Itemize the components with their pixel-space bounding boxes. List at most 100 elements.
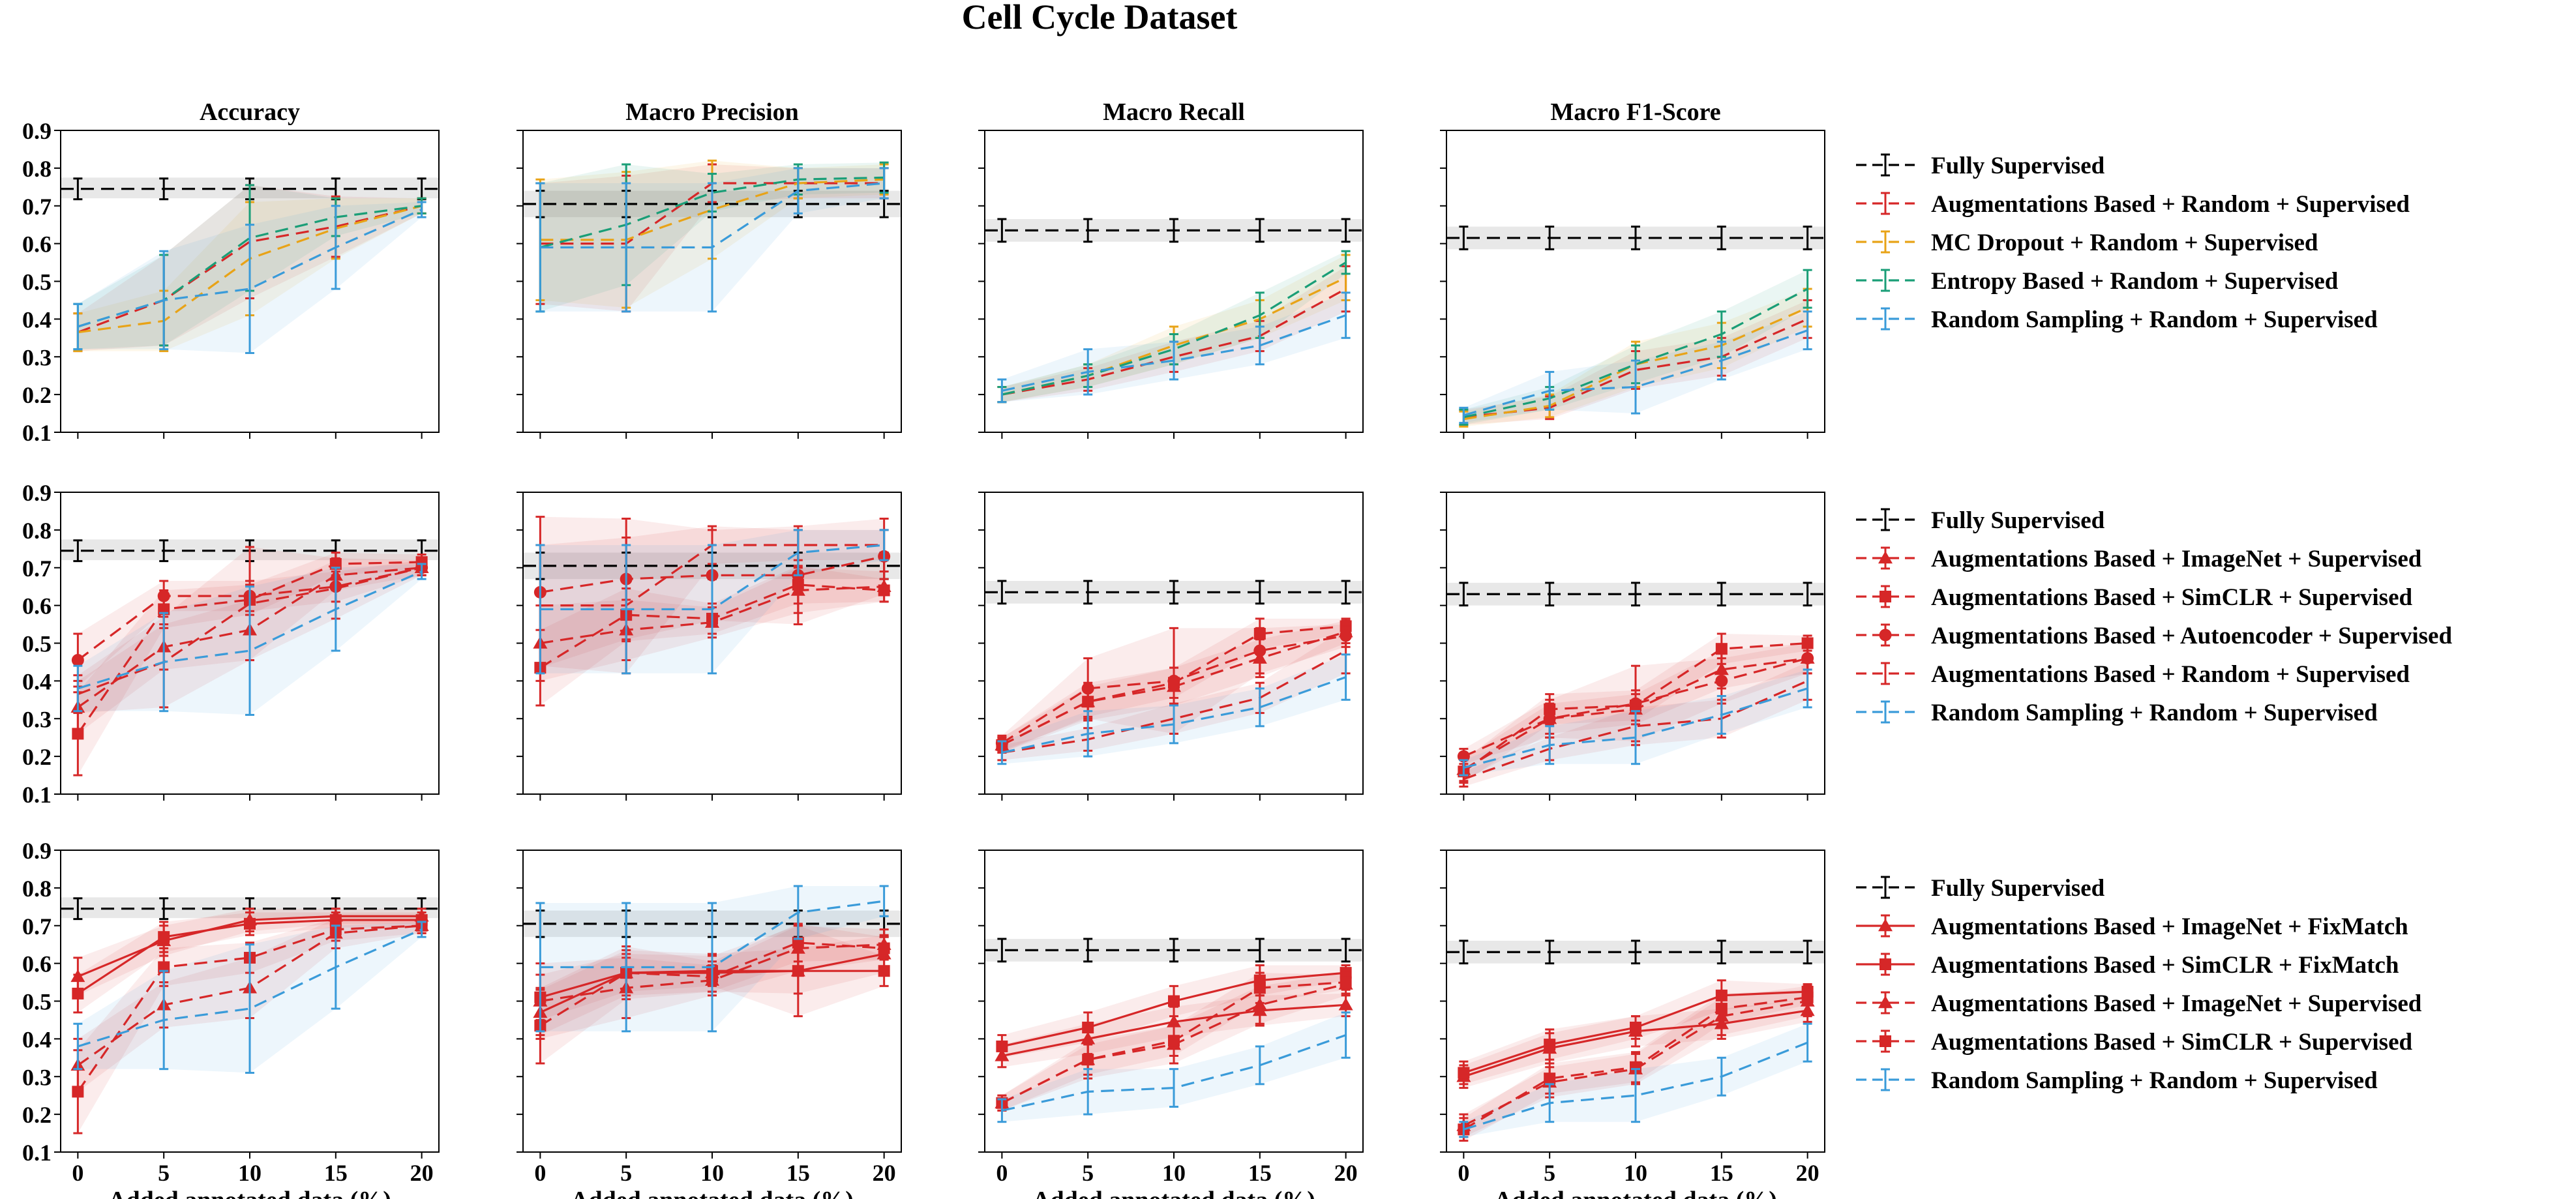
series-fully-supervised-errorbar — [1459, 940, 1469, 965]
series-fully-supervised — [985, 580, 1363, 605]
series-random-sampling-random-supervised-errorbar — [622, 182, 631, 313]
series-fully-supervised-errorbar — [997, 580, 1007, 605]
series-fully-supervised-errorbar — [1169, 580, 1178, 605]
series-fully-supervised-errorbar — [1083, 218, 1093, 243]
series-fully-supervised-errorbar — [1341, 938, 1351, 963]
panel-macro-precision-row-2 — [517, 492, 902, 801]
legend-entry-random-sampling-random-supervised-label: Random Sampling + Random + Supervised — [1931, 306, 2378, 333]
legend-entry-augmentations-based-simclr-supervised-marker — [1880, 591, 1891, 602]
x-tick-label: 20 — [873, 1160, 896, 1186]
series-entropy-based-random-supervised-line — [1463, 288, 1808, 419]
series-random-sampling-random-supervised — [997, 1011, 1351, 1123]
plot-area — [61, 177, 439, 354]
panel-macro-f1-score-row-1: Macro F1-Score — [1440, 98, 1825, 439]
y-tick-label: 0.1 — [22, 782, 52, 808]
series-random-sampling-random-supervised-errorbar — [1545, 1083, 1555, 1123]
legend-entry-augmentations-based-autoencoder-supervised-marker — [1879, 629, 1892, 642]
series-mc-dropout-random-supervised-line — [540, 178, 884, 241]
x-tick-label: 15 — [786, 1160, 810, 1186]
series-fully-supervised-errorbar — [1716, 940, 1726, 965]
series-random-sampling-random-supervised-errorbar — [159, 250, 169, 351]
series-random-sampling-random-supervised-errorbar — [1169, 340, 1178, 381]
legend-entry-augmentations-based-random-supervised: Augmentations Based + Random + Supervise… — [1856, 661, 2410, 688]
y-tick-label: 0.7 — [22, 555, 52, 582]
legend-entry-fully-supervised: Fully Supervised — [1856, 875, 2105, 902]
panel-accuracy-row-1: 0.1 0.2 0.3 0.4 0.5 0.6 0.7 0.8 0.9 Accuracy — [22, 98, 440, 446]
legend-entry-fully-supervised: Fully Supervised — [1856, 153, 2105, 179]
series-fully-supervised-errorbar — [1083, 580, 1093, 605]
figure-title: Cell Cycle Dataset — [962, 0, 1238, 37]
series-random-sampling-random-supervised — [535, 885, 889, 1033]
series-augmentations-based-simclr-fixmatch-marker — [244, 917, 256, 930]
legend-entry-augmentations-based-imagenet-supervised-marker — [1878, 996, 1893, 1009]
series-random-sampling-random-supervised-errorbar — [1255, 1045, 1265, 1086]
series-fully-supervised-errorbar — [159, 177, 169, 201]
series-fully-supervised-errorbar — [1255, 218, 1265, 243]
series-fully-supervised-errorbar — [997, 218, 1007, 243]
series-fully-supervised-errorbar — [1803, 582, 1812, 607]
y-tick-label: 0.5 — [22, 989, 52, 1015]
legend-entry-augmentations-based-autoencoder-supervised-label: Augmentations Based + Autoencoder + Supe… — [1931, 623, 2452, 649]
series-fully-supervised-errorbar — [1716, 582, 1726, 607]
series-fully-supervised-errorbar — [1169, 218, 1178, 243]
legend-entry-augmentations-based-simclr-supervised-marker — [1880, 1035, 1891, 1047]
series-fully-supervised — [1446, 582, 1825, 607]
y-tick-label: 0.7 — [22, 194, 52, 220]
series-entropy-based-random-supervised-line — [1002, 261, 1347, 396]
series-random-sampling-random-supervised-errorbar — [1169, 1068, 1178, 1108]
series-augmentations-based-autoencoder-supervised-marker — [1081, 682, 1094, 695]
plot-area — [1446, 582, 1825, 788]
y-tick-label: 0.2 — [22, 744, 52, 770]
plot-area — [523, 516, 901, 707]
legend-entry-random-sampling-random-supervised: Random Sampling + Random + Supervised — [1856, 1067, 2378, 1094]
y-tick-label: 0.1 — [22, 420, 52, 446]
x-tick-label: 0 — [1458, 1160, 1469, 1186]
legend-entry-random-sampling-random-supervised-label: Random Sampling + Random + Supervised — [1931, 700, 2378, 726]
x-tick-label: 0 — [534, 1160, 546, 1186]
series-augmentations-based-random-supervised-line — [77, 205, 423, 334]
series-augmentations-based-autoencoder-supervised-marker — [1167, 674, 1180, 687]
legend-entry-augmentations-based-imagenet-supervised-marker — [1878, 551, 1893, 564]
series-augmentations-based-simclr-supervised-marker — [1630, 1061, 1641, 1073]
panel-macro-f1-score-row-3: 0 5 10 15 20 Added annotated data (%) — [1440, 850, 1825, 1199]
y-tick-label: 0.5 — [22, 631, 52, 657]
legend-row-3: Fully Supervised Augmentations Based + Im… — [1856, 875, 2422, 1094]
series-fully-supervised-errorbar — [1631, 940, 1640, 965]
panel-accuracy-row-2: 0.1 0.2 0.3 0.4 0.5 0.6 0.7 0.8 0.9 — [22, 480, 440, 808]
series-random-sampling-random-supervised-line — [1463, 1041, 1808, 1131]
series-augmentations-based-autoencoder-supervised-line — [1463, 657, 1808, 758]
series-random-sampling-random-supervised-line — [1463, 687, 1808, 769]
series-random-sampling-random-supervised-errorbar — [997, 740, 1007, 765]
series-augmentations-based-simclr-fixmatch-marker — [996, 1040, 1008, 1052]
series-random-sampling-random-supervised-errorbar — [1255, 687, 1265, 728]
series-random-sampling-random-supervised-errorbar — [1716, 340, 1726, 381]
series-random-sampling-random-supervised-errorbar — [879, 529, 889, 561]
panel-macro-recall-row-3: 0 5 10 15 20 Added annotated data (%) — [978, 850, 1364, 1199]
series-random-sampling-random-supervised-errorbar — [1631, 710, 1640, 765]
series-augmentations-based-simclr-supervised-marker — [1082, 1054, 1094, 1066]
panel-grid: 0.1 0.2 0.3 0.4 0.5 0.6 0.7 0.8 0.9 Accuracy Macro… — [22, 98, 1825, 1199]
series-fully-supervised-errorbar — [1459, 226, 1469, 250]
series-fully-supervised-errorbar — [1545, 582, 1555, 607]
legend-entry-augmentations-based-imagenet-supervised: Augmentations Based + ImageNet + Supervi… — [1856, 990, 2422, 1017]
y-tick-label: 0.9 — [22, 118, 52, 144]
series-random-sampling-random-supervised — [535, 167, 889, 313]
series-fully-supervised-errorbar — [1803, 940, 1812, 965]
series-random-sampling-random-supervised-line — [77, 209, 423, 328]
series-fully-supervised-errorbar — [1631, 226, 1640, 250]
series-random-sampling-random-supervised-errorbar — [417, 563, 427, 580]
series-entropy-based-random-supervised-errorbar — [1803, 269, 1812, 309]
legend-entry-random-sampling-random-supervised: Random Sampling + Random + Supervised — [1856, 306, 2378, 333]
y-tick-label: 0.5 — [22, 269, 52, 295]
series-random-sampling-random-supervised — [73, 563, 427, 716]
series-fully-supervised-errorbar — [1545, 940, 1555, 965]
panel-macro-precision-row-1: Macro Precision — [517, 98, 902, 439]
panel-title-macro-precision: Macro Precision — [625, 98, 799, 126]
plot-area — [985, 218, 1363, 404]
series-fully-supervised-errorbar — [1545, 226, 1555, 250]
series-random-sampling-random-supervised-errorbar — [708, 902, 717, 1033]
series-random-sampling-random-supervised-errorbar — [997, 378, 1007, 404]
series-random-sampling-random-supervised — [535, 529, 889, 675]
series-augmentations-based-simclr-fixmatch-marker — [1630, 1022, 1641, 1034]
plot-area — [1446, 940, 1825, 1142]
